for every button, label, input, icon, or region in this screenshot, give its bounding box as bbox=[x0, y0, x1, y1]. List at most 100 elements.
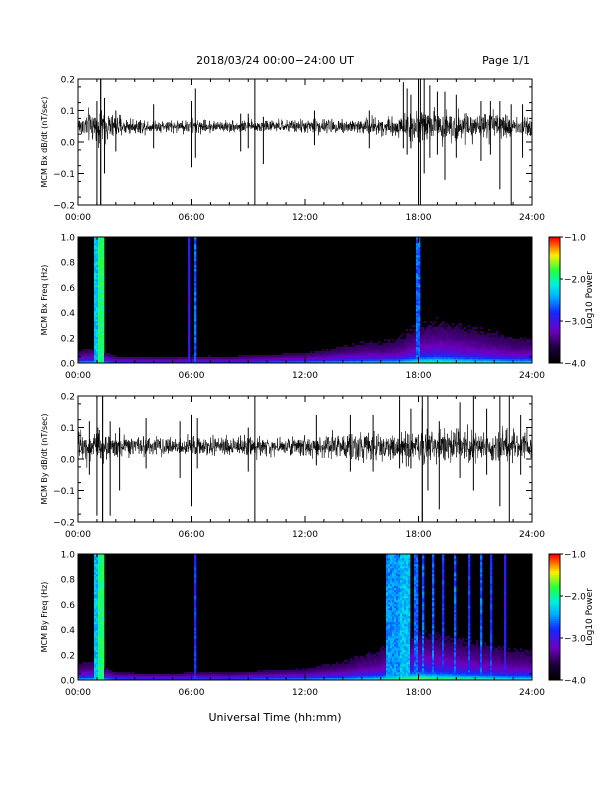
heatmap-cell bbox=[414, 335, 417, 338]
heatmap-cell bbox=[416, 335, 419, 338]
heatmap-cell bbox=[380, 351, 383, 354]
heatmap-cell bbox=[180, 361, 183, 364]
heatmap-cell bbox=[394, 640, 397, 643]
panel-3: 00:00 06:00 12:00 18:00 24:000.20.10.0−0.1−0… bbox=[40, 393, 545, 541]
heatmap-cell bbox=[404, 339, 407, 342]
heatmap-cell bbox=[384, 654, 387, 657]
heatmap-cell bbox=[88, 662, 91, 665]
heatmap-cell bbox=[388, 590, 391, 593]
heatmap-cell bbox=[478, 339, 481, 342]
heatmap-cell bbox=[268, 357, 271, 360]
heatmap-cell bbox=[160, 678, 163, 681]
heatmap-cell bbox=[344, 349, 347, 352]
heatmap-cell bbox=[388, 562, 391, 565]
heatmap-cell bbox=[414, 614, 417, 617]
heatmap-cell bbox=[336, 347, 339, 350]
heatmap-cell bbox=[420, 361, 423, 364]
heatmap-cell bbox=[282, 361, 285, 364]
heatmap-cell bbox=[218, 357, 221, 360]
heatmap-cell bbox=[96, 333, 99, 336]
heatmap-cell bbox=[364, 666, 367, 669]
heatmap-cell bbox=[288, 672, 291, 675]
heatmap-cell bbox=[402, 586, 405, 589]
heatmap-cell bbox=[408, 594, 411, 597]
heatmap-cell bbox=[496, 333, 499, 336]
heatmap-cell bbox=[402, 668, 405, 671]
heatmap-cell bbox=[516, 347, 519, 350]
heatmap-cell bbox=[252, 674, 255, 677]
heatmap-cell bbox=[406, 612, 409, 615]
heatmap-cell bbox=[276, 355, 279, 358]
heatmap-cell bbox=[516, 361, 519, 364]
heatmap-cell bbox=[320, 361, 323, 364]
heatmap-cell bbox=[440, 353, 443, 356]
heatmap-cell bbox=[92, 666, 95, 669]
heatmap-cell bbox=[410, 654, 413, 657]
heatmap-cell bbox=[414, 664, 417, 667]
heatmap-cell bbox=[174, 357, 177, 360]
heatmap-cell bbox=[320, 678, 323, 681]
heatmap-cell bbox=[246, 357, 249, 360]
heatmap-cell bbox=[100, 279, 103, 282]
heatmap-cell bbox=[416, 289, 419, 292]
heatmap-cell bbox=[418, 357, 421, 360]
heatmap-cell bbox=[450, 333, 453, 336]
heatmap-cell bbox=[414, 345, 417, 348]
heatmap-cell bbox=[528, 351, 531, 354]
heatmap-cell bbox=[388, 568, 391, 571]
heatmap-cell bbox=[402, 606, 405, 609]
heatmap-cell bbox=[96, 608, 99, 611]
heatmap-cell bbox=[194, 359, 197, 362]
heatmap-cell bbox=[106, 359, 109, 362]
heatmap-cell bbox=[290, 359, 293, 362]
heatmap-cell bbox=[416, 291, 419, 294]
heatmap-cell bbox=[402, 343, 405, 346]
heatmap-cell bbox=[500, 357, 503, 360]
heatmap-cell bbox=[188, 341, 191, 344]
heatmap-cell bbox=[392, 592, 395, 595]
heatmap-cell bbox=[472, 331, 475, 334]
heatmap-cell bbox=[416, 672, 419, 675]
heatmap-cell bbox=[368, 353, 371, 356]
heatmap-cell bbox=[98, 263, 101, 266]
heatmap-cell bbox=[102, 279, 105, 282]
heatmap-cell bbox=[396, 604, 399, 607]
heatmap-cell bbox=[446, 361, 449, 364]
heatmap-cell bbox=[318, 351, 321, 354]
heatmap-cell bbox=[358, 660, 361, 663]
heatmap-cell bbox=[204, 674, 207, 677]
heatmap-cell bbox=[416, 660, 419, 663]
colorbar-segment bbox=[549, 247, 560, 250]
heatmap-cell bbox=[424, 357, 427, 360]
heatmap-cell bbox=[166, 676, 169, 679]
heatmap-cell bbox=[394, 566, 397, 569]
heatmap-cell bbox=[254, 361, 257, 364]
heatmap-cell bbox=[402, 590, 405, 593]
heatmap-cell bbox=[100, 678, 103, 681]
heatmap-cell bbox=[102, 678, 105, 681]
heatmap-cell bbox=[414, 640, 417, 643]
heatmap-cell bbox=[100, 331, 103, 334]
heatmap-cell bbox=[240, 674, 243, 677]
heatmap-cell bbox=[100, 251, 103, 254]
heatmap-cell bbox=[218, 672, 221, 675]
heatmap-cell bbox=[194, 658, 197, 661]
heatmap-cell bbox=[156, 361, 159, 364]
heatmap-cell bbox=[102, 349, 105, 352]
heatmap-cell bbox=[504, 349, 507, 352]
heatmap-cell bbox=[416, 301, 419, 304]
colorbar-segment bbox=[549, 318, 560, 322]
heatmap-cell bbox=[414, 347, 417, 350]
heatmap-cell bbox=[472, 335, 475, 338]
heatmap-cell bbox=[90, 357, 93, 360]
heatmap-cell bbox=[330, 361, 333, 364]
heatmap-cell bbox=[500, 335, 503, 338]
heatmap-cell bbox=[466, 331, 469, 334]
heatmap-cell bbox=[462, 341, 465, 344]
x-ticks: 00:00 06:00 12:00 18:00 24:00 bbox=[65, 79, 545, 223]
heatmap-cell bbox=[436, 353, 439, 356]
heatmap-cell bbox=[102, 357, 105, 360]
heatmap-cell bbox=[414, 359, 417, 362]
heatmap-cell bbox=[446, 339, 449, 342]
heatmap-cell bbox=[350, 678, 353, 681]
